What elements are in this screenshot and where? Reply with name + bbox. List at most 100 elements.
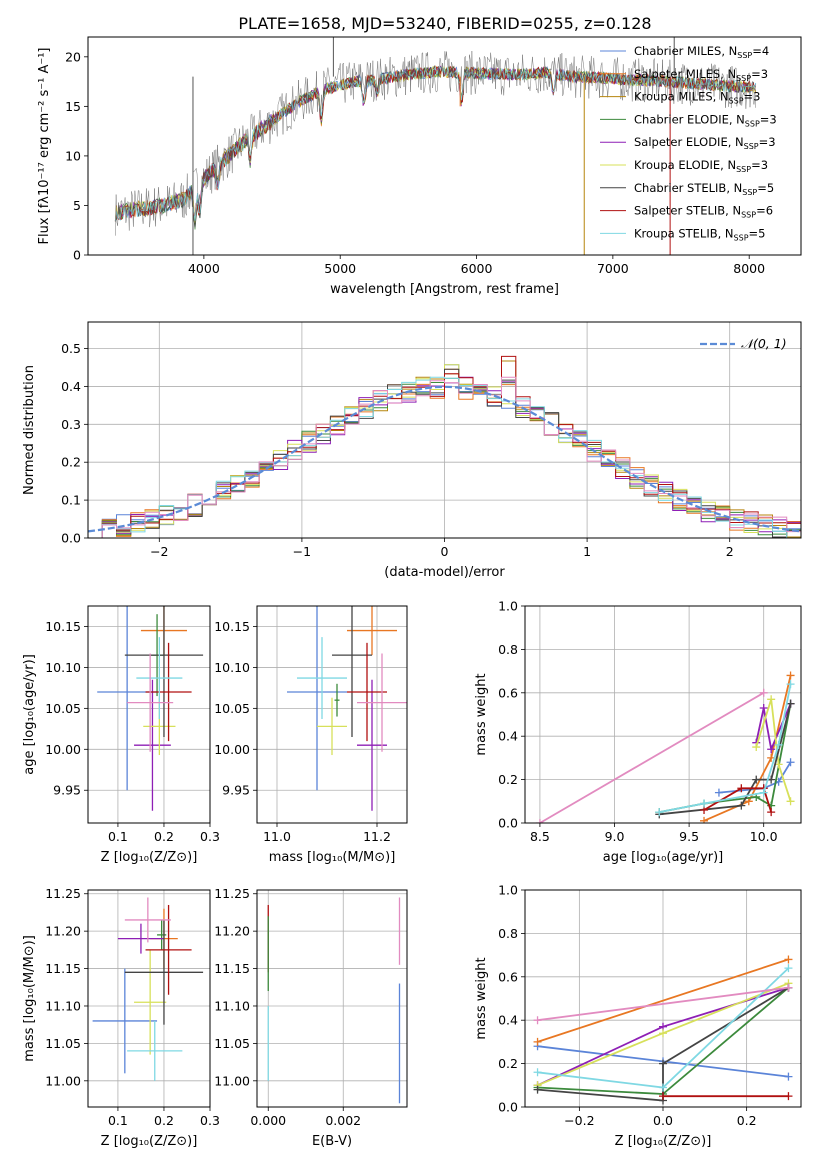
legend-suffix: =3 [760, 112, 777, 126]
weight-marker [737, 784, 746, 793]
x-tick-label: 0.1 [108, 829, 128, 844]
error-bar-point [287, 606, 347, 791]
error-bar-point [357, 653, 407, 752]
x-tick-label: 7000 [597, 261, 629, 276]
panel-residuals: −2 −1 0 1 2 0.0 0.1 0.2 0.3 0.4 0.5 (data-model)/er… [22, 321, 802, 580]
y-tick-label: 0 [73, 248, 81, 263]
y-axis-label: Flux [fλ10⁻¹⁷ erg cm⁻² s⁻¹ A⁻¹] [37, 48, 52, 245]
panel-spectrum: 4000 5000 6000 7000 8000 0 5 10 15 20 wavelength [… [37, 36, 802, 297]
weight-marker [659, 1029, 667, 1038]
weight-marker [655, 808, 664, 817]
y-tick-label: 11.00 [214, 1073, 250, 1088]
x-axis-label: (data-model)/error [384, 565, 505, 580]
x-axis-label: Z [log₁₀(Z/Z⊙)] [101, 1134, 198, 1149]
legend-entry: Salpeter MILES, NSSP=3 [634, 67, 768, 83]
legend-label: Salpeter STELIB, N [634, 204, 741, 218]
legend-label: Kroupa STELIB, N [634, 226, 734, 240]
y-tick-label: 20 [65, 49, 81, 64]
error-bar-point [127, 1020, 183, 1081]
y-tick-label: 11.05 [45, 1036, 81, 1051]
weight-marker [774, 740, 783, 749]
legend-entry: Kroupa ELODIE, NSSP=3 [634, 158, 768, 174]
legend-suffix: =3 [751, 158, 768, 172]
weight-line [755, 703, 792, 753]
y-axis-label: mass weight [474, 957, 489, 1039]
weight-marker [659, 1059, 667, 1068]
y-tick-label: 0.1 [61, 493, 81, 508]
legend-suffix: =3 [744, 90, 761, 104]
legend-label: Chabrier STELIB, N [634, 181, 742, 195]
y-tick-label: 11.25 [214, 886, 250, 901]
x-axis-label: mass [log₁₀(M/M⊙)] [269, 850, 396, 865]
weight-marker [533, 1085, 542, 1094]
y-tick-label: 1.0 [498, 883, 518, 898]
panel-weight-vs-age: 8.5 9.0 9.5 10.0 0.0 0.2 0.4 0.6 0.8 1.0 age [log₁… [474, 599, 802, 865]
x-axis-label: Z [log₁₀(Z/Z⊙)] [101, 850, 198, 865]
x-tick-label: 0.2 [154, 829, 174, 844]
legend-entry: Salpeter STELIB, NSSP=6 [634, 204, 773, 220]
y-tick-label: 10.05 [214, 701, 250, 716]
plot-area [535, 671, 795, 823]
weight-marker [786, 699, 795, 708]
error-bar-point [124, 606, 204, 738]
error-bar-point [332, 606, 372, 738]
figure-title: PLATE=1658, MJD=53240, FIBERID=0255, z=0… [238, 14, 651, 33]
legend-label: Salpeter ELODIE, N [634, 135, 744, 149]
y-tick-label: 10 [65, 148, 81, 163]
x-axis-label: Z [log₁₀(Z/Z⊙)] [615, 1134, 712, 1149]
x-tick-label: 0.2 [737, 1113, 757, 1128]
weight-marker [784, 983, 793, 992]
y-tick-label: 10.00 [45, 742, 81, 757]
plot-area [97, 606, 204, 811]
x-tick-label: 0.0 [653, 1113, 673, 1128]
panel-age-vs-Z: 0.1 0.2 0.3 9.95 10.00 10.05 10.10 10.15 Z [log₁… [22, 605, 220, 865]
weight-marker [767, 808, 776, 817]
weight-marker [759, 788, 768, 797]
error-bar-point [117, 923, 164, 954]
weight-line [703, 787, 773, 813]
legend-subscript: SSP [737, 51, 752, 60]
error-bar-point [124, 897, 171, 943]
plot-area [533, 955, 793, 1105]
plot-area [287, 606, 407, 811]
axes-frame [87, 889, 211, 1108]
y-tick-label: 0.6 [498, 685, 518, 700]
weight-marker [659, 1083, 667, 1092]
x-tick-label: 9.0 [605, 829, 625, 844]
error-bar-point [157, 919, 167, 950]
x-tick-label: 0.3 [200, 1113, 220, 1128]
error-bar-point [347, 606, 397, 656]
y-tick-label: 9.95 [222, 783, 250, 798]
error-bar-point [297, 637, 347, 720]
y-tick-label: 0.4 [498, 729, 518, 744]
legend-subscript: SSP [729, 97, 744, 106]
y-tick-label: 10.10 [214, 660, 250, 675]
x-axis-label: age [log₁₀(age/yr)] [603, 850, 724, 865]
legend-suffix: =5 [757, 181, 774, 195]
error-bar-point [127, 653, 174, 752]
y-tick-label: 10.15 [45, 619, 81, 634]
y-tick-label: 0.8 [498, 926, 518, 941]
legend-suffix: =6 [756, 204, 773, 218]
y-tick-label: 10.00 [214, 742, 250, 757]
y-tick-label: 0.8 [498, 642, 518, 657]
y-tick-label: 0.4 [498, 1013, 518, 1028]
axes-frame [524, 605, 802, 824]
y-tick-label: 10.15 [214, 619, 250, 634]
legend-suffix: =3 [759, 135, 776, 149]
weight-marker [737, 801, 746, 810]
y-tick-label: 0.6 [498, 969, 518, 984]
weight-marker [786, 680, 795, 689]
legend-subscript: SSP [741, 211, 756, 220]
legend-entry: Chabrier ELODIE, NSSP=3 [634, 112, 777, 128]
legend-subscript: SSP [742, 188, 757, 197]
x-tick-label: 0.000 [250, 1113, 286, 1128]
legend-label: 𝒩(0, 1) [741, 336, 787, 351]
x-tick-label: 11.2 [363, 829, 391, 844]
weight-marker [786, 797, 795, 806]
legend-label: Kroupa ELODIE, N [634, 158, 736, 172]
y-tick-label: 11.05 [214, 1036, 250, 1051]
weight-marker [700, 816, 709, 823]
